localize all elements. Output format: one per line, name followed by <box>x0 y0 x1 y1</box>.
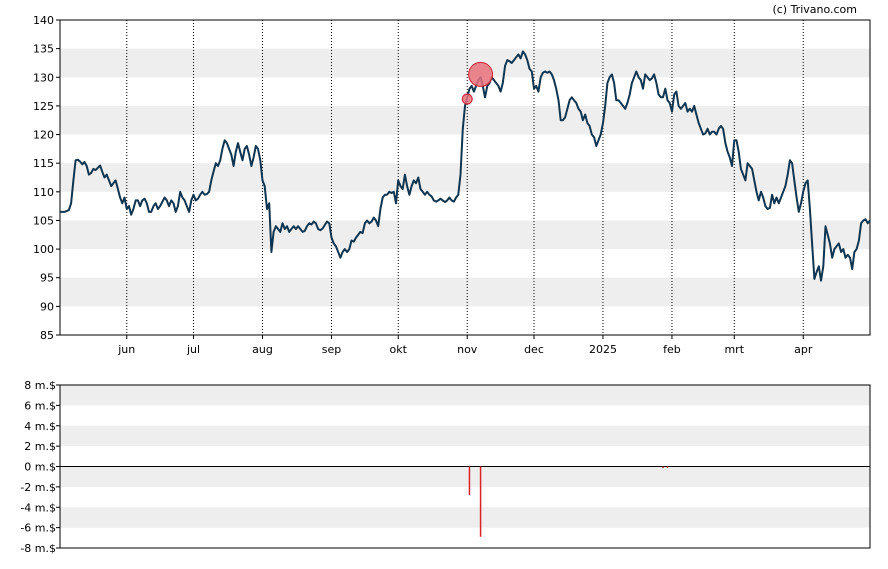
y-tick-label: 120 <box>33 129 54 142</box>
y-tick-label: 90 <box>40 300 54 313</box>
y-tick-label: 140 <box>33 14 54 27</box>
trade-marker <box>461 93 473 105</box>
x-tick-label: okt <box>390 343 408 356</box>
x-tick-label: jun <box>117 343 135 356</box>
y-tick-label: 85 <box>40 329 54 342</box>
price-grid-band <box>60 163 870 192</box>
volume-grid-band <box>60 466 870 487</box>
y-tick-label: 130 <box>33 71 54 84</box>
price-plot-frame <box>59 19 871 336</box>
volume-y-tick-label: 6 m.$ <box>24 399 56 412</box>
volume-y-tick-label: -8 m.$ <box>20 542 56 555</box>
price-grid-band <box>60 220 870 250</box>
price-grid-band <box>60 48 870 78</box>
volume-grid-band <box>60 425 870 447</box>
y-tick-label: 135 <box>33 43 54 56</box>
price-grid-band <box>60 277 870 307</box>
x-tick-label: 2025 <box>589 343 617 356</box>
x-tick-label: feb <box>663 343 681 356</box>
x-tick-label: apr <box>794 343 813 356</box>
volume-y-tick-label: -6 m.$ <box>20 522 56 535</box>
volume-grid-band <box>60 385 870 406</box>
volume-grid-band <box>60 507 870 528</box>
price-series-line <box>60 50 871 282</box>
price-chart-panel: jun jul aug sep okt nov dec 2025 feb mrt apr 85 90 95… <box>33 14 871 356</box>
x-tick-label: dec <box>524 343 544 356</box>
y-tick-label: 100 <box>33 243 54 256</box>
volume-y-tick-label: -4 m.$ <box>20 501 56 514</box>
x-tick-label: jul <box>186 343 200 356</box>
y-tick-label: 105 <box>33 214 54 227</box>
y-tick-label: 95 <box>40 272 54 285</box>
volume-y-tick-label: 8 m.$ <box>24 379 56 392</box>
y-tick-label: 115 <box>33 157 54 170</box>
x-tick-label: aug <box>252 343 273 356</box>
volume-chart-panel: -8 m.$ -6 m.$ -4 m.$ -2 m.$ 0 m.$ 2 m.$ 4 m.$ 6… <box>20 379 871 555</box>
credit-text: (c) Trivano.com <box>772 3 857 16</box>
x-tick-label: nov <box>457 343 478 356</box>
x-tick-label: sep <box>322 343 341 356</box>
volume-y-tick-label: -2 m.$ <box>20 481 56 494</box>
trade-marker <box>468 61 494 87</box>
y-tick-label: 125 <box>33 100 54 113</box>
volume-y-tick-label: 0 m.$ <box>24 461 56 474</box>
volume-y-tick-label: 4 m.$ <box>24 420 56 433</box>
y-tick-label: 110 <box>33 186 54 199</box>
volume-y-tick-label: 2 m.$ <box>24 440 56 453</box>
x-tick-label: mrt <box>724 343 744 356</box>
